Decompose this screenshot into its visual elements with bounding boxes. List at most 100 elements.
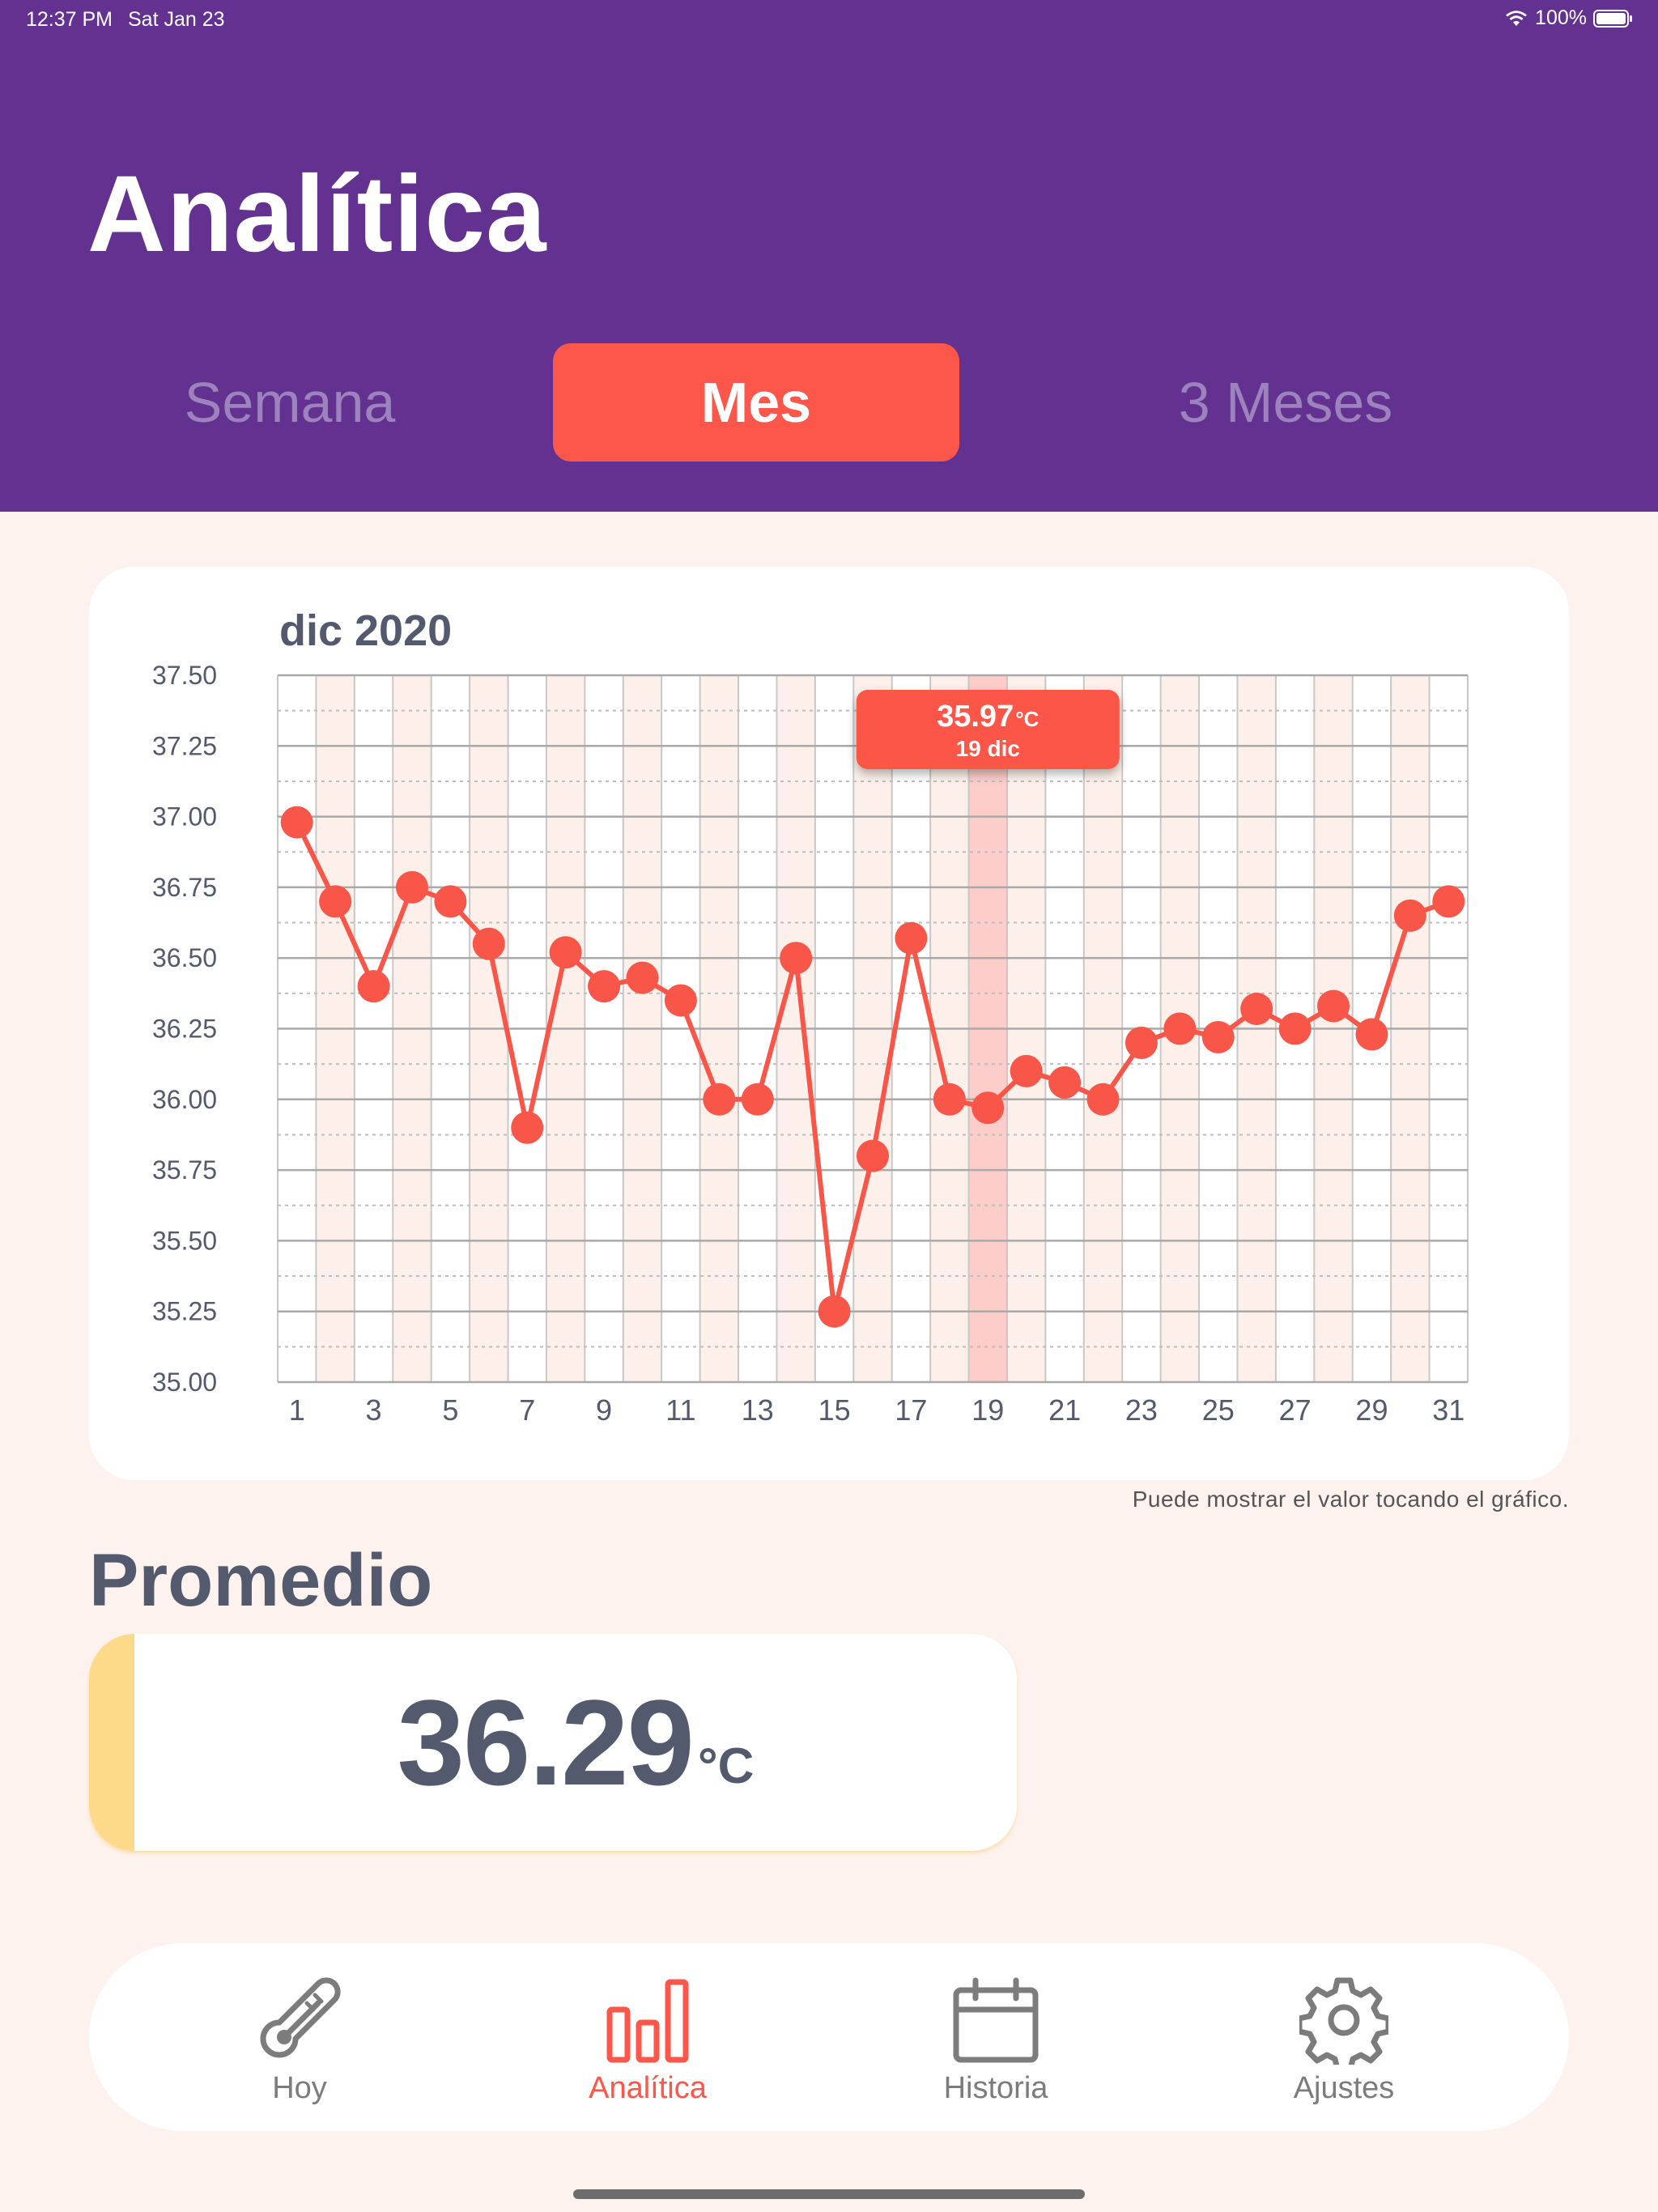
tab-hoy[interactable]: Hoy <box>178 1943 421 2131</box>
tooltip-value: 35.97°C <box>937 700 1039 734</box>
data-point-18[interactable] <box>933 1083 966 1116</box>
page-title: Analítica <box>87 154 547 274</box>
data-point-2[interactable] <box>319 885 352 918</box>
x-tick-label: 1 <box>289 1393 305 1427</box>
x-tick-label: 31 <box>1432 1393 1465 1427</box>
gear-icon <box>1299 1977 1388 2065</box>
y-tick-label: 36.25 <box>152 1015 217 1044</box>
chart-card[interactable]: dic 2020 35.00 35.25 35.50 35.75 36.00 36.25 3… <box>89 567 1569 1480</box>
battery-icon <box>1593 9 1632 28</box>
data-point-22[interactable] <box>1086 1083 1120 1116</box>
data-point-31[interactable] <box>1432 885 1465 918</box>
y-tick-label: 36.00 <box>152 1085 217 1114</box>
data-point-13[interactable] <box>741 1083 774 1116</box>
wifi-icon <box>1506 10 1528 26</box>
x-tick-labels: 1 3 5 7 9 11 13 15 17 19 21 23 25 27 29 31 <box>289 1393 1465 1427</box>
period-segmented-control: Semana Mes 3 Meses <box>0 343 1658 462</box>
tab-analitica-label: Analítica <box>589 2071 707 2105</box>
average-card: 36.29 °C <box>89 1634 1017 1851</box>
data-point-19[interactable] <box>971 1091 1005 1125</box>
y-tick-label: 36.50 <box>152 943 217 972</box>
temperature-chart[interactable]: dic 2020 35.0035.2535.5035.7536.0036.253… <box>89 567 1569 1480</box>
data-point-16[interactable] <box>857 1139 889 1172</box>
x-tick-label: 7 <box>519 1393 535 1427</box>
data-point-27[interactable] <box>1278 1012 1312 1045</box>
y-tick-label: 35.75 <box>152 1155 217 1185</box>
series-points <box>280 806 1465 1328</box>
data-point-14[interactable] <box>780 942 813 975</box>
tab-hoy-label: Hoy <box>272 2071 327 2105</box>
y-tick-label: 37.50 <box>152 661 217 690</box>
bar-chart-icon <box>606 1979 689 2063</box>
data-point-17[interactable] <box>895 921 928 955</box>
data-point-8[interactable] <box>549 936 582 969</box>
x-tick-label: 17 <box>895 1393 927 1427</box>
average-accent-bar <box>89 1634 134 1851</box>
tab-historia-label: Historia <box>943 2071 1048 2105</box>
data-point-10[interactable] <box>626 961 659 994</box>
status-right: 100% <box>1504 6 1634 30</box>
y-tick-label: 35.00 <box>152 1368 217 1397</box>
chart-title: dic 2020 <box>279 606 452 655</box>
data-point-24[interactable] <box>1163 1012 1197 1045</box>
x-tick-label: 21 <box>1048 1393 1081 1427</box>
x-tick-label: 19 <box>971 1393 1004 1427</box>
x-tick-label: 27 <box>1279 1393 1312 1427</box>
data-point-4[interactable] <box>395 870 428 904</box>
data-point-21[interactable] <box>1048 1066 1082 1099</box>
x-tick-label: 9 <box>596 1393 612 1427</box>
segment-month[interactable]: Mes <box>553 343 959 462</box>
data-point-7[interactable] <box>511 1111 544 1144</box>
y-tick-label: 35.25 <box>152 1297 217 1326</box>
tab-historia[interactable]: Historia <box>874 1943 1117 2131</box>
average-value: 36.29 <box>397 1674 695 1810</box>
data-point-30[interactable] <box>1393 899 1426 932</box>
tooltip-box <box>856 690 1120 769</box>
data-point-25[interactable] <box>1201 1020 1235 1053</box>
x-tick-label: 11 <box>665 1393 695 1427</box>
data-point-9[interactable] <box>588 970 621 1003</box>
x-tick-label: 25 <box>1202 1393 1235 1427</box>
y-tick-labels: 35.00 35.25 35.50 35.75 36.00 36.25 36.50 36.75… <box>152 661 217 1397</box>
average-value-wrap: 36.29 °C <box>134 1634 1017 1851</box>
thermometer-icon <box>260 1977 341 2058</box>
average-unit: °C <box>697 1738 755 1794</box>
y-tick-label: 35.50 <box>152 1226 217 1255</box>
status-time: 12:37 PM <box>26 8 113 31</box>
data-point-23[interactable] <box>1124 1026 1158 1059</box>
y-tick-label: 37.00 <box>152 802 217 832</box>
tooltip-date: 19 dic <box>956 736 1020 761</box>
data-point-12[interactable] <box>703 1083 736 1116</box>
header: 12:37 PM Sat Jan 23 100% Analítica Seman… <box>0 0 1658 512</box>
tab-ajustes[interactable]: Ajustes <box>1222 1943 1465 2131</box>
y-tick-label: 37.25 <box>152 731 217 760</box>
data-point-20[interactable] <box>1010 1054 1043 1087</box>
x-tick-label: 29 <box>1355 1393 1388 1427</box>
status-date: Sat Jan 23 <box>128 8 225 31</box>
data-point-1[interactable] <box>280 806 313 839</box>
data-point-26[interactable] <box>1240 993 1273 1026</box>
calendar-icon <box>953 1977 1039 2063</box>
data-point-11[interactable] <box>664 984 697 1017</box>
x-tick-label: 3 <box>366 1393 382 1427</box>
x-tick-label: 23 <box>1125 1393 1158 1427</box>
data-point-29[interactable] <box>1355 1018 1388 1051</box>
grid-lines <box>277 674 1469 1384</box>
data-point-5[interactable] <box>434 885 467 918</box>
segment-week[interactable]: Semana <box>184 371 396 434</box>
status-bar: 12:37 PM Sat Jan 23 100% <box>0 0 1658 39</box>
x-tick-label: 13 <box>742 1393 774 1427</box>
tab-bar: Hoy Analítica Historia Ajustes <box>89 1943 1569 2131</box>
tab-analitica[interactable]: Analítica <box>526 1943 769 2131</box>
battery-percent: 100% <box>1535 6 1587 29</box>
chart-tooltip: 35.97°C19 dic <box>856 690 1120 769</box>
average-title: Promedio <box>89 1539 433 1622</box>
segment-3-months[interactable]: 3 Meses <box>1178 371 1393 434</box>
data-point-28[interactable] <box>1317 989 1350 1023</box>
home-indicator <box>573 2189 1085 2199</box>
y-tick-label: 36.75 <box>152 873 217 902</box>
data-point-6[interactable] <box>472 927 505 960</box>
data-point-3[interactable] <box>357 970 390 1003</box>
tab-ajustes-label: Ajustes <box>1293 2071 1395 2105</box>
data-point-15[interactable] <box>818 1295 851 1328</box>
